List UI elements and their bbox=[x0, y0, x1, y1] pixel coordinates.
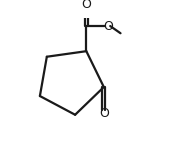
Text: O: O bbox=[103, 20, 113, 33]
Text: O: O bbox=[99, 107, 109, 120]
Text: O: O bbox=[81, 0, 91, 11]
